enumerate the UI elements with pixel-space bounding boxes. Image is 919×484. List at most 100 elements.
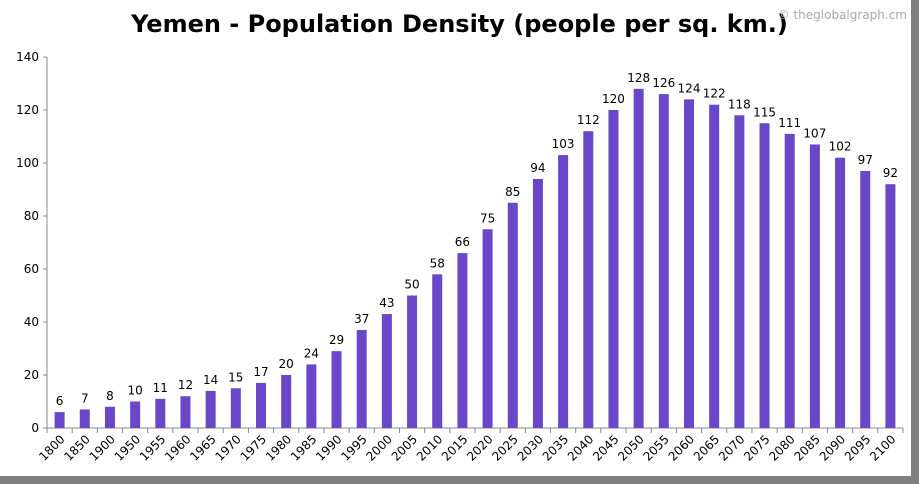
data-label: 17 [253, 365, 268, 379]
y-tick-label: 0 [31, 421, 39, 435]
data-label: 112 [577, 113, 600, 127]
x-tick-label: 2040 [565, 432, 596, 463]
bar [583, 131, 594, 428]
data-label: 8 [106, 389, 114, 403]
data-label: 102 [829, 140, 852, 154]
bar [331, 351, 342, 428]
x-tick-label: 2095 [842, 432, 873, 463]
data-label: 29 [329, 333, 344, 347]
x-tick-label: 1960 [162, 432, 193, 463]
data-label: 122 [703, 87, 726, 101]
bar [230, 388, 241, 428]
bar [885, 184, 896, 428]
data-label: 11 [153, 381, 168, 395]
x-tick-label: 2045 [590, 432, 621, 463]
x-tick-label: 2055 [640, 432, 671, 463]
x-tick-label: 2035 [540, 432, 571, 463]
bar [709, 104, 720, 428]
data-label: 12 [178, 378, 193, 392]
data-label: 37 [354, 312, 369, 326]
bar [734, 115, 745, 429]
bar [306, 364, 317, 428]
x-tick-label: 2100 [867, 432, 898, 463]
x-tick-label: 2010 [414, 432, 445, 463]
bar [532, 178, 543, 428]
x-tick-label: 1990 [313, 432, 344, 463]
bar [256, 382, 266, 428]
bar [684, 99, 694, 429]
bar [381, 314, 392, 428]
data-label: 20 [279, 357, 294, 371]
x-tick-label: 2085 [792, 432, 823, 463]
x-tick-label: 2015 [439, 432, 470, 463]
data-label: 75 [480, 211, 495, 225]
data-label: 115 [753, 105, 776, 119]
y-tick-label: 80 [24, 209, 39, 223]
data-label: 118 [728, 97, 751, 111]
bar [608, 110, 619, 428]
data-label: 66 [455, 235, 470, 249]
x-tick-label: 2030 [515, 432, 546, 463]
data-label: 111 [778, 116, 801, 130]
bar [835, 157, 846, 428]
data-label: 15 [228, 370, 243, 384]
data-label: 85 [505, 185, 520, 199]
bar [180, 396, 191, 428]
bar [558, 155, 569, 429]
data-label: 103 [552, 137, 575, 151]
bar [356, 329, 367, 428]
x-tick-label: 1900 [87, 432, 118, 463]
watermark: © theglobalgraph.cm [777, 8, 907, 22]
bar [457, 253, 468, 428]
data-label: 128 [627, 71, 650, 85]
data-label: 50 [404, 278, 419, 292]
bar [507, 202, 518, 428]
y-tick-label: 60 [24, 262, 39, 276]
x-tick-label: 1995 [338, 432, 369, 463]
y-tick-label: 100 [16, 156, 39, 170]
x-tick-label: 2075 [741, 432, 772, 463]
bar [54, 412, 65, 428]
bar [130, 401, 141, 428]
x-tick-label: 2080 [766, 432, 797, 463]
x-tick-label: 1970 [212, 432, 243, 463]
bar [482, 229, 493, 428]
x-tick-label: 1850 [61, 432, 92, 463]
x-tick-label: 2070 [716, 432, 747, 463]
bar [759, 123, 770, 428]
x-tick-label: 2065 [691, 432, 722, 463]
data-label: 14 [203, 373, 218, 387]
bar [658, 94, 669, 428]
bar [155, 398, 166, 428]
bar [104, 406, 115, 428]
bar [407, 295, 418, 428]
x-tick-label: 2025 [489, 432, 520, 463]
bar [205, 390, 216, 428]
x-tick-label: 2020 [464, 432, 495, 463]
data-label: 107 [803, 126, 826, 140]
bar [79, 409, 90, 428]
y-tick-label: 140 [16, 50, 39, 64]
y-tick-label: 40 [24, 315, 39, 329]
y-tick-label: 120 [16, 103, 39, 117]
data-label: 124 [678, 81, 701, 95]
x-tick-label: 2000 [364, 432, 395, 463]
chart-title: Yemen - Population Density (people per s… [131, 10, 788, 38]
y-tick-label: 20 [24, 368, 39, 382]
x-tick-label: 2005 [389, 432, 420, 463]
data-label: 94 [530, 161, 545, 175]
x-tick-label: 1800 [36, 432, 67, 463]
x-tick-label: 1950 [112, 432, 143, 463]
bar [432, 274, 443, 428]
bar [281, 375, 292, 428]
x-tick-label: 1985 [288, 432, 319, 463]
x-tick-label: 2050 [615, 432, 646, 463]
bar [633, 88, 644, 429]
bar [784, 133, 795, 428]
x-tick-label: 1980 [263, 432, 294, 463]
x-tick-label: 1965 [187, 432, 218, 463]
data-label: 120 [602, 92, 625, 106]
x-tick-label: 2090 [817, 432, 848, 463]
data-label: 58 [430, 256, 445, 270]
